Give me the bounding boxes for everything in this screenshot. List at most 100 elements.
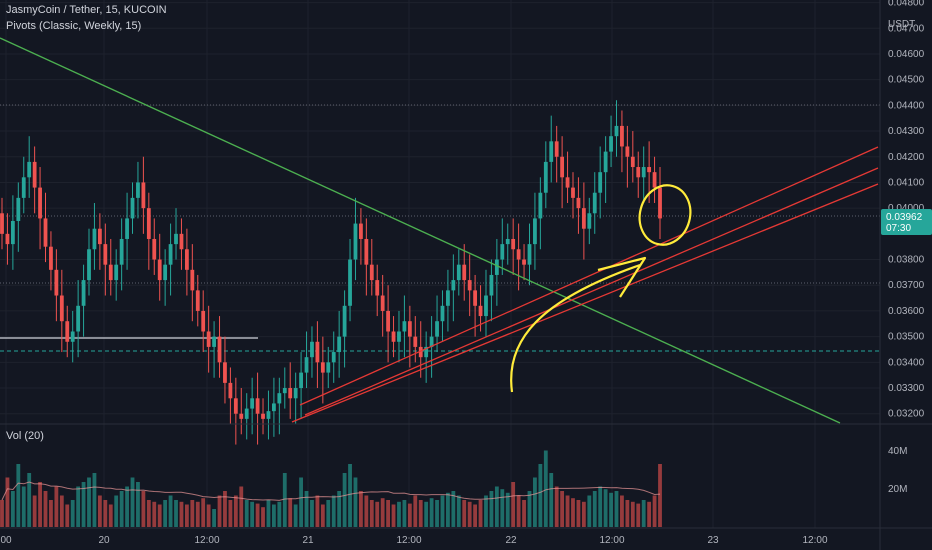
candle-down: [625, 146, 630, 157]
volume-bar: [402, 500, 407, 527]
candle-down: [386, 310, 391, 332]
candle-down: [565, 177, 570, 188]
volume-ma-line: [1, 481, 661, 501]
volume-bar: [571, 498, 575, 527]
volume-tick-20m: 20M: [888, 484, 907, 495]
volume-bar: [565, 495, 570, 527]
volume-bar: [603, 489, 608, 527]
candle-up: [549, 141, 554, 162]
candle-up: [505, 238, 510, 245]
volume-bar: [538, 464, 543, 527]
price-axis[interactable]: 0.04800 0.04700 0.04600 0.04500 0.04400 0.043…: [888, 0, 925, 420]
volume-bar: [87, 477, 91, 527]
candle-up: [456, 264, 461, 281]
candle-down: [288, 388, 293, 399]
volume-bar: [16, 464, 21, 527]
pivots-indicator-label[interactable]: Pivots (Classic, Weekly, 15): [6, 20, 142, 32]
candle-up: [125, 218, 129, 239]
volume-bar: [315, 495, 320, 527]
time-tick-label: 21: [302, 535, 314, 546]
candle-down: [581, 208, 586, 229]
price-tick-label: 0.04400: [888, 100, 925, 111]
candle-down: [223, 362, 227, 383]
volume-bar: [592, 491, 597, 527]
volume-bar: [130, 477, 135, 527]
candle-down: [5, 233, 10, 245]
volume-bar: [636, 503, 641, 527]
volume-bar: [391, 504, 396, 527]
volume-bar: [43, 491, 48, 527]
candle-up: [244, 408, 249, 419]
candle-down: [658, 187, 662, 219]
candle-up: [310, 341, 314, 358]
candle-down: [620, 125, 624, 147]
candle-down: [228, 382, 233, 399]
candle-down: [157, 259, 162, 281]
candle-down: [560, 156, 565, 178]
volume-indicator-label[interactable]: Vol (20): [6, 430, 44, 442]
candle-down: [141, 182, 146, 209]
candle-down: [413, 336, 418, 347]
candle-up: [130, 197, 135, 219]
candle-up: [337, 336, 342, 353]
channel-line-upper: [299, 146, 879, 406]
last-price-badge: 0.03962 07:30: [881, 209, 932, 235]
volume-bar: [239, 486, 244, 527]
volume-bar: [244, 500, 249, 527]
volume-bar: [277, 501, 282, 527]
volume-bar: [217, 495, 222, 527]
symbol-title[interactable]: JasmyCoin / Tether, 15, KUCOIN: [6, 4, 167, 16]
volume-bar: [282, 473, 287, 527]
volume-bar: [228, 500, 233, 527]
candle-down: [97, 228, 102, 245]
volume-bar: [342, 473, 347, 527]
candle-up: [277, 393, 282, 404]
volume-bar: [554, 486, 559, 527]
candle-down: [652, 172, 657, 188]
volume-bar: [456, 495, 461, 527]
volume-bar: [65, 504, 70, 527]
candle-down: [630, 156, 635, 168]
volume-bar: [331, 495, 336, 527]
candle-up: [76, 305, 81, 332]
volume-bar: [549, 473, 554, 527]
volume-bar: [587, 495, 592, 527]
candle-down: [59, 295, 64, 322]
volume-bar: [397, 501, 401, 527]
volume-bar: [146, 500, 151, 527]
candle-down: [647, 167, 652, 173]
volume-bar: [369, 500, 374, 527]
candle-down: [473, 290, 478, 306]
candle-down: [369, 264, 374, 281]
volume-bar: [152, 501, 157, 527]
time-axis[interactable]: 00 20 12:00 21 12:00 22 12:00 23 12:00: [0, 535, 828, 546]
candle-down: [195, 290, 200, 311]
chart-grid: [0, 0, 880, 528]
candle-down: [32, 161, 37, 188]
volume-bar: [250, 501, 255, 527]
price-tick-label: 0.04600: [888, 49, 925, 60]
candle-up: [119, 238, 124, 265]
volume-bar: [424, 501, 429, 527]
volume-bar: [38, 482, 42, 527]
bar-countdown: 07:30: [886, 223, 911, 234]
volume-bar: [429, 498, 434, 527]
volume-bar: [168, 495, 173, 527]
price-tick-label: 0.04300: [888, 126, 925, 137]
volume-bar: [473, 504, 478, 527]
candle-down: [380, 295, 385, 311]
candle-down: [636, 167, 641, 178]
volume-bar: [505, 492, 510, 527]
candle-up: [435, 321, 439, 337]
volume-bar: [320, 504, 325, 527]
price-tick-label: 0.04200: [888, 152, 925, 163]
annotation-arrowhead: [597, 256, 647, 298]
volume-bar: [418, 500, 423, 527]
candle-up: [592, 192, 597, 214]
candle-up: [299, 372, 303, 389]
candle-down: [179, 233, 184, 250]
candle-up: [429, 336, 434, 347]
candle-down: [391, 331, 396, 342]
volume-bar: [511, 482, 516, 527]
